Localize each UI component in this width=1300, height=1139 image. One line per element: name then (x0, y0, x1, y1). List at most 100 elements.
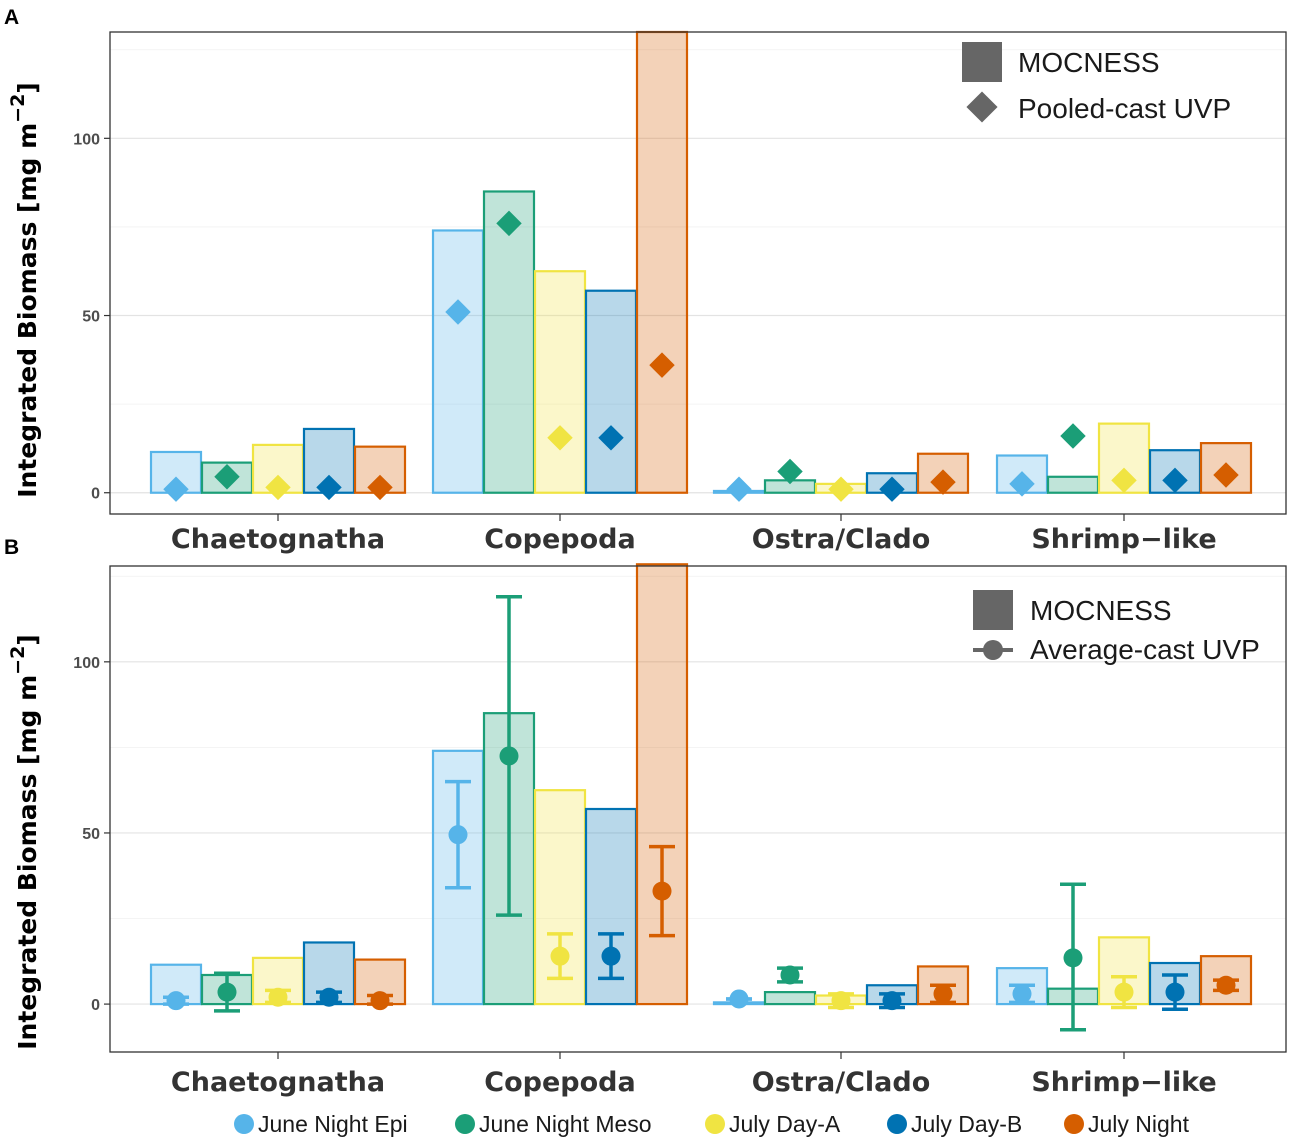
uvp-diamond-july-day-a-copepoda (547, 425, 573, 451)
y-tick-label: 50 (82, 826, 100, 843)
panel-a-x-axis: Chaetognatha Copepoda Ostra/Clado Shrimp−li… (171, 514, 1217, 555)
bar-july-day-a-shrimp-like (1097, 936, 1151, 1006)
bar-july-night-copepoda (635, 563, 689, 1006)
y-tick-label: 100 (73, 131, 100, 148)
uvp-point-june-night-meso-shrimp-like (1063, 948, 1083, 968)
legend-b-bar-key (973, 590, 1013, 630)
panel-b-legend: MOCNESS Average-cast UVP (973, 590, 1260, 665)
panel-a-bars (149, 30, 1253, 494)
uvp-point-july-day-b-copepoda (601, 946, 621, 966)
panel-a-frame (109, 31, 1287, 515)
panel-b-uvp-markers (163, 595, 1239, 1032)
svg-text:Integrated Biomass [mg m−2]: Integrated Biomass [mg m−2] (7, 82, 42, 498)
bar-july-day-b-copepoda (584, 289, 638, 494)
uvp-point-june-night-epi-ostra-clado (729, 989, 749, 1009)
bar-july-night-copepoda (635, 30, 689, 494)
panel-b-y-title-exp: −2 (7, 646, 29, 675)
svg-text:Integrated Biomass [mg m−2]: Integrated Biomass [mg m−2] (7, 634, 42, 1050)
legend-a-bar-key (962, 42, 1002, 82)
uvp-diamond-june-night-epi-chaetognatha (163, 476, 189, 502)
legend-key-july-day-a (705, 1114, 725, 1134)
y-tick-label: 50 (82, 309, 100, 326)
uvp-point-july-night-shrimp-like (1216, 975, 1236, 995)
legend-b-bar-label: MOCNESS (1030, 595, 1172, 626)
series-legend: June Night Epi June Night Meso July Day-A J… (234, 1111, 1190, 1137)
uvp-diamond-june-night-epi-copepoda (445, 299, 471, 325)
x-tick-label-ostra-clado: Ostra/Clado (752, 1067, 931, 1098)
uvp-diamond-july-day-a-chaetognatha (265, 474, 291, 501)
y-tick-label: 0 (91, 997, 100, 1014)
x-tick-label-copepoda: Copepoda (484, 524, 635, 555)
bar-june-night-meso-ostra-clado (763, 991, 817, 1006)
legend-a-bar-label: MOCNESS (1018, 47, 1160, 78)
bar-june-night-meso-shrimp-like (1046, 475, 1100, 494)
legend-b-point-key (983, 640, 1003, 660)
y-tick-label: 100 (73, 655, 100, 672)
legend-label-june-night-meso: June Night Meso (479, 1111, 652, 1137)
uvp-diamond-june-night-meso-shrimp-like (1060, 423, 1086, 449)
uvp-point-july-day-b-shrimp-like (1165, 982, 1185, 1002)
uvp-diamond-june-night-meso-ostra-clado (777, 458, 803, 485)
uvp-point-july-day-a-shrimp-like (1114, 982, 1134, 1002)
legend-label-july-day-a: July Day-A (729, 1111, 841, 1137)
uvp-diamond-july-day-b-copepoda (598, 425, 624, 451)
legend-a-diamond-key (966, 91, 998, 123)
panel-b-y-axis: 0 50 100 (73, 655, 110, 1014)
uvp-diamond-july-night-ostra-clado (930, 469, 956, 495)
legend-key-june-night-meso (455, 1114, 475, 1134)
panel-a-y-axis: 0 50 100 (73, 131, 110, 503)
uvp-diamond-june-night-meso-copepoda (496, 210, 522, 237)
uvp-diamond-july-night-chaetognatha (367, 474, 393, 501)
bar-june-night-meso-copepoda (482, 190, 536, 494)
panel-a: A 0 50 100 Chaetognatha Copepoda Ostra/Clado… (4, 6, 1287, 555)
uvp-point-july-day-b-chaetognatha (319, 987, 339, 1007)
x-tick-label-ostra-clado: Ostra/Clado (752, 524, 931, 555)
uvp-point-june-night-meso-copepoda (499, 746, 519, 766)
uvp-point-june-night-meso-chaetognatha (217, 982, 237, 1002)
y-tick-label: 0 (91, 486, 100, 503)
panel-b-y-title: Integrated Biomass [mg m−2] (7, 634, 42, 1050)
panel-b-letter: B (4, 536, 19, 559)
panel-b: B 0 50 100 Chaetognatha Copepoda Ostra/Clado… (4, 536, 1287, 1098)
uvp-point-june-night-epi-chaetognatha (166, 991, 186, 1011)
uvp-diamond-july-day-b-ostra-clado (879, 476, 905, 502)
panel-a-letter: A (4, 6, 19, 29)
bar-july-day-a-copepoda (533, 270, 587, 494)
uvp-diamond-july-night-copepoda (649, 352, 675, 378)
uvp-point-june-night-meso-ostra-clado (780, 965, 800, 985)
x-tick-label-chaetognatha: Chaetognatha (171, 1067, 385, 1098)
uvp-diamond-july-day-a-ostra-clado (828, 476, 854, 502)
panel-b-x-axis: Chaetognatha Copepoda Ostra/Clado Shrimp−li… (171, 1052, 1217, 1098)
panel-a-legend: MOCNESS Pooled-cast UVP (962, 42, 1231, 124)
uvp-point-july-day-a-ostra-clado (831, 991, 851, 1011)
legend-a-marker-label: Pooled-cast UVP (1018, 93, 1231, 124)
panel-b-y-title-main: Integrated Biomass (13, 774, 42, 1050)
panel-a-y-title-main: Integrated Biomass (13, 222, 42, 498)
uvp-diamond-july-day-b-chaetognatha (316, 474, 342, 501)
panel-b-bars (149, 563, 1253, 1006)
legend-key-july-day-b (887, 1114, 907, 1134)
uvp-point-june-night-epi-shrimp-like (1012, 984, 1032, 1004)
legend-label-july-day-b: July Day-B (911, 1111, 1022, 1137)
x-tick-label-chaetognatha: Chaetognatha (171, 524, 385, 555)
legend-b-marker-label: Average-cast UVP (1030, 634, 1260, 665)
panel-a-y-title: Integrated Biomass [mg m−2] (7, 82, 42, 498)
x-tick-label-shrimp-like: Shrimp−like (1031, 524, 1216, 555)
x-tick-label-copepoda: Copepoda (484, 1067, 635, 1098)
panel-a-y-title-unit: mg m (13, 123, 42, 202)
legend-key-june-night-epi (234, 1114, 254, 1134)
legend-key-july-night (1064, 1114, 1084, 1134)
panel-b-y-title-unit: mg m (13, 675, 42, 754)
uvp-point-july-night-ostra-clado (933, 984, 953, 1004)
bar-june-night-epi-copepoda (431, 229, 485, 494)
uvp-point-july-night-chaetognatha (370, 991, 390, 1011)
uvp-diamond-june-night-meso-chaetognatha (214, 464, 240, 490)
x-tick-label-shrimp-like: Shrimp−like (1031, 1067, 1216, 1098)
uvp-point-july-night-copepoda (652, 881, 672, 901)
panel-b-frame (109, 565, 1287, 1053)
uvp-diamond-june-night-epi-ostra-clado (726, 476, 752, 502)
uvp-point-july-day-a-chaetognatha (268, 987, 288, 1007)
panel-a-y-title-exp: −2 (7, 94, 29, 123)
uvp-point-june-night-epi-copepoda (448, 825, 468, 845)
